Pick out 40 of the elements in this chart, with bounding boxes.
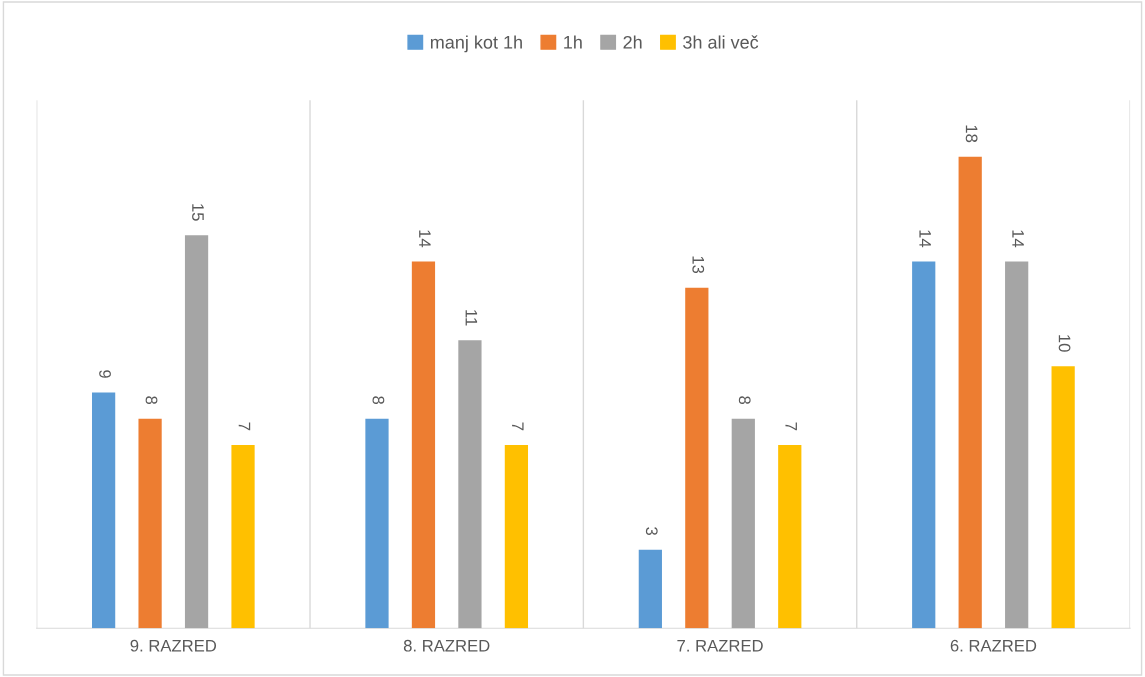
- data-label: 7: [512, 422, 524, 431]
- bar: [778, 444, 802, 629]
- data-label: 8: [145, 396, 158, 405]
- data-label: 14: [419, 230, 431, 248]
- data-label: 14: [919, 230, 931, 248]
- data-label: 15: [192, 204, 204, 221]
- bar: [912, 261, 936, 629]
- legend-label: 1h: [564, 35, 582, 49]
- data-label: 7: [238, 422, 251, 431]
- x-tick-label: 8. RAZRED: [403, 639, 490, 652]
- bar: [958, 156, 982, 629]
- legend-label: manj kot 1h: [430, 35, 522, 53]
- data-label: 13: [692, 256, 705, 274]
- data-label: 8: [372, 396, 385, 405]
- bar: [231, 444, 255, 629]
- x-tick-label: 6. RAZRED: [950, 639, 1037, 652]
- bar: [92, 392, 116, 629]
- data-label: 10: [1058, 335, 1071, 352]
- bar: [411, 261, 436, 629]
- bar: [1051, 366, 1075, 629]
- bar: [365, 418, 389, 629]
- x-tick-label: 9. RAZRED: [130, 639, 217, 652]
- data-label: 18: [965, 125, 978, 143]
- data-label: 14: [1012, 230, 1024, 248]
- data-label: 9: [99, 370, 111, 378]
- bar: [504, 444, 529, 629]
- data-label: 11: [465, 310, 478, 326]
- data-label: 8: [738, 396, 751, 405]
- bar: [138, 418, 162, 629]
- legend-label: 3h ali več: [683, 35, 759, 49]
- bar: [638, 549, 662, 629]
- x-tick-label: 7. RAZRED: [677, 639, 763, 652]
- data-label: 3: [645, 527, 658, 536]
- bar: [685, 287, 709, 629]
- bar: [458, 340, 482, 629]
- legend-label: 2h: [623, 35, 642, 49]
- bar: [1005, 261, 1029, 629]
- data-label: 7: [785, 422, 797, 431]
- bar: [184, 235, 209, 629]
- bar: [731, 418, 755, 629]
